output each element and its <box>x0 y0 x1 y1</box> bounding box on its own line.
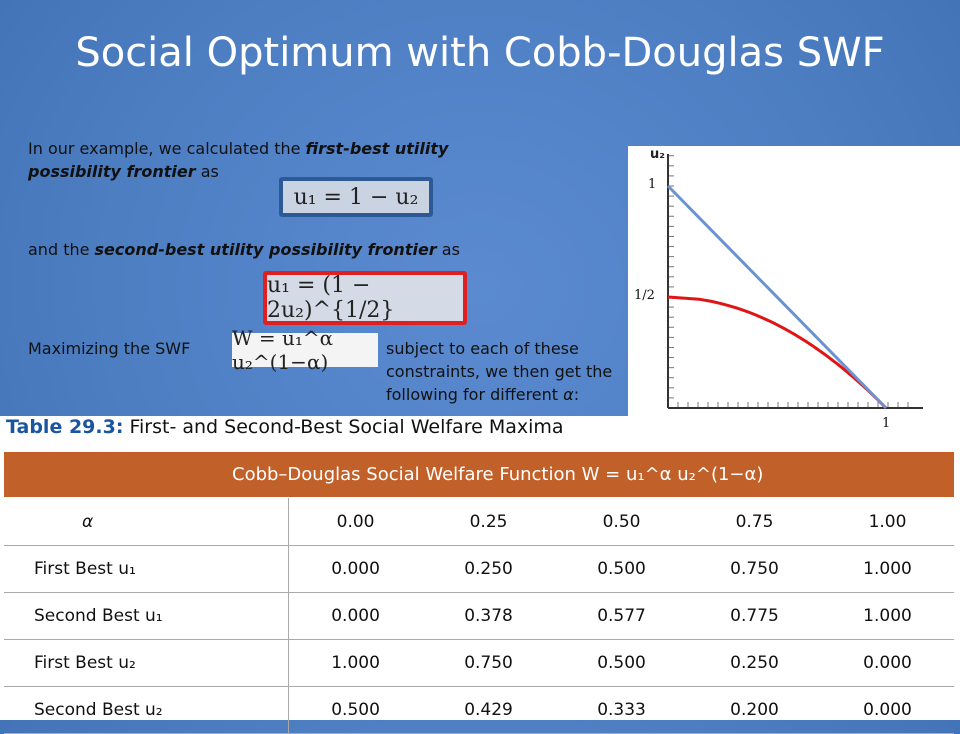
intro-paragraph-3: Maximizing the SWF <box>28 337 628 360</box>
alpha-column-header: 0.50 <box>555 498 689 546</box>
intro-text: In our example, we calculated the <box>28 139 306 158</box>
table-cell: 0.000 <box>821 639 954 687</box>
table-cell: 0.333 <box>555 686 689 734</box>
y-tick-1-label: 1 <box>648 177 657 192</box>
table-cell: 0.000 <box>821 686 954 734</box>
first-best-equation-text: u₁ = 1 − u₂ <box>293 184 419 210</box>
intro-text: subject to each of these constraints, we… <box>386 339 613 404</box>
table-cell: 0.250 <box>422 545 556 593</box>
table-cell: 0.000 <box>288 545 423 593</box>
x-tick-1-label: 1 <box>882 416 891 431</box>
row-label: First Best u₂ <box>4 639 290 687</box>
table-cell: 0.500 <box>288 686 423 734</box>
table-row: Second Best u₁ 0.000 0.378 0.577 0.775 1.000 <box>4 592 954 640</box>
table-band-text: Cobb–Douglas Social Welfare Function W =… <box>232 464 764 485</box>
utility-frontier-graph: u₂ u₁ 0 <box>628 146 960 436</box>
alpha-column-header: 1.00 <box>821 498 954 546</box>
intro-text: as <box>195 162 219 181</box>
table-cell: 0.000 <box>288 592 423 640</box>
table-cell: 0.775 <box>688 592 821 640</box>
table-cell: 0.500 <box>555 545 689 593</box>
intro-paragraph-1: In our example, we calculated the first-… <box>28 137 528 183</box>
table-cell: 0.750 <box>688 545 821 593</box>
table-cell: 0.200 <box>688 686 821 734</box>
intro-text: Maximizing the SWF <box>28 339 191 358</box>
table-cell: 1.000 <box>821 592 954 640</box>
table-header-row: α 0.00 0.25 0.50 0.75 1.00 <box>4 498 954 546</box>
alpha-column-header: 0.75 <box>688 498 821 546</box>
table-band <box>4 453 954 497</box>
alpha-column-header: 0.00 <box>288 498 423 546</box>
table-cell: 1.000 <box>288 639 423 687</box>
slide-title: Social Optimum with Cobb-Douglas SWF <box>75 30 885 76</box>
row-label: First Best u₁ <box>4 545 290 593</box>
intro-text: and the <box>28 240 95 259</box>
swf-equation: W = u₁^α u₂^(1−α) <box>232 326 378 374</box>
table-row: First Best u₁ 0.000 0.250 0.500 0.750 1.000 <box>4 545 954 593</box>
second-best-equation: u₁ = (1 − 2u₂)^{1/2} <box>263 271 467 325</box>
table-caption-text: First- and Second-Best Social Welfare Ma… <box>123 416 564 438</box>
table-cell: 1.000 <box>821 545 954 593</box>
alpha-column-header: 0.25 <box>422 498 556 546</box>
second-best-frontier <box>667 295 888 410</box>
alpha-symbol: α <box>563 385 574 404</box>
table-caption-label: Table 29.3: <box>6 416 124 438</box>
table-cell: 0.500 <box>555 639 689 687</box>
second-best-equation-text: u₁ = (1 − 2u₂)^{1/2} <box>267 273 395 323</box>
first-best-frontier <box>666 184 888 410</box>
frontier-svg: u₂ u₁ 0 <box>650 147 937 432</box>
swf-equation-text: W = u₁^α u₂^(1−α) <box>232 326 334 374</box>
table-cell: 0.750 <box>422 639 556 687</box>
table-cell: 0.250 <box>688 639 821 687</box>
row-label: Second Best u₁ <box>4 592 290 640</box>
second-best-term: second-best utility possibility frontier <box>94 240 437 259</box>
y-axis-label: u₂ <box>650 147 665 162</box>
table-row: Second Best u₂ 0.500 0.429 0.333 0.200 0.000 <box>4 686 954 734</box>
intro-text: : <box>573 385 580 404</box>
table-cell: 0.378 <box>422 592 556 640</box>
table-caption: Table 29.3: First- and Second-Best Socia… <box>6 416 564 438</box>
first-best-equation: u₁ = 1 − u₂ <box>279 177 433 217</box>
row-label: Second Best u₂ <box>4 686 290 734</box>
intro-text: as <box>436 240 460 259</box>
y-tick-half-label: 1/2 <box>634 288 655 303</box>
intro-paragraph-3b: subject to each of these constraints, we… <box>386 337 626 406</box>
table-row: First Best u₂ 1.000 0.750 0.500 0.250 0.000 <box>4 639 954 687</box>
table-cell: 0.577 <box>555 592 689 640</box>
alpha-header-cell: α <box>4 498 290 546</box>
welfare-table: α 0.00 0.25 0.50 0.75 1.00 First Best u₁ 0.000 0… <box>4 498 954 734</box>
table-cell: 0.429 <box>422 686 556 734</box>
first-best-term: first-best utility possibility frontier <box>28 139 449 181</box>
intro-paragraph-2: and the second-best utility possibility … <box>28 238 548 261</box>
